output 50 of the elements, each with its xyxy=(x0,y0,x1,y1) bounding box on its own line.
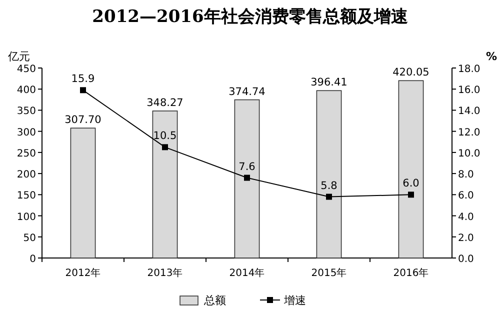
y2-tick-label: 4.0 xyxy=(458,212,474,223)
point xyxy=(326,194,332,200)
data-label: 420.05 xyxy=(392,66,430,79)
y-axis-title: 亿元 xyxy=(7,50,30,63)
data-label: 10.5 xyxy=(153,130,177,142)
bar xyxy=(152,110,178,258)
legend-label: 总额 xyxy=(203,294,226,307)
data-label: 15.9 xyxy=(71,73,95,86)
y2-tick-label: 14.0 xyxy=(458,106,480,118)
data-label: 6.0 xyxy=(402,178,420,190)
data-label: 374.74 xyxy=(228,86,266,98)
y-tick-label: 350 xyxy=(16,106,36,118)
x-tick-label: 2013年 xyxy=(147,267,183,279)
data-label: 7.6 xyxy=(238,160,256,173)
y2-tick-label: 8.0 xyxy=(458,170,474,181)
y-tick-label: 100 xyxy=(16,212,36,223)
legend-label: 增速 xyxy=(283,294,306,307)
point xyxy=(162,144,168,150)
point xyxy=(80,87,86,94)
y2-tick-label: 12.0 xyxy=(458,127,480,138)
y2-tick-label: 18.0 xyxy=(458,64,480,75)
bar xyxy=(70,128,96,258)
y2-tick-label: 16.0 xyxy=(458,85,480,96)
data-label: 396.41 xyxy=(310,76,348,89)
y2-tick-label: 10.0 xyxy=(458,148,480,160)
point xyxy=(408,192,414,198)
point xyxy=(244,174,250,181)
x-tick-label: 2012年 xyxy=(65,267,101,279)
y-tick-label: 200 xyxy=(16,170,36,181)
bar xyxy=(398,80,424,258)
bar xyxy=(316,90,342,258)
y-tick-label: 0 xyxy=(30,254,36,265)
y-tick-label: 50 xyxy=(23,232,36,244)
y-tick-label: 400 xyxy=(16,85,36,96)
y-tick-label: 250 xyxy=(16,148,36,160)
y2-axis-title: % xyxy=(486,50,498,63)
y2-tick-label: 0.0 xyxy=(458,254,474,265)
x-tick-label: 2016年 xyxy=(393,267,429,279)
data-label: 307.70 xyxy=(64,114,102,126)
chart-title: 2012—2016年社会消费零售总额及增速 xyxy=(92,7,408,27)
bar xyxy=(234,99,260,258)
x-tick-label: 2014年 xyxy=(229,267,265,279)
y-tick-label: 300 xyxy=(16,127,36,138)
y2-tick-label: 2.0 xyxy=(458,232,474,244)
x-tick-label: 2015年 xyxy=(311,267,347,279)
data-label: 5.8 xyxy=(320,180,338,192)
y-tick-label: 150 xyxy=(16,190,36,202)
y-tick-label: 450 xyxy=(16,64,36,75)
y2-tick-label: 6.0 xyxy=(458,190,474,202)
data-label: 348.27 xyxy=(146,96,184,109)
